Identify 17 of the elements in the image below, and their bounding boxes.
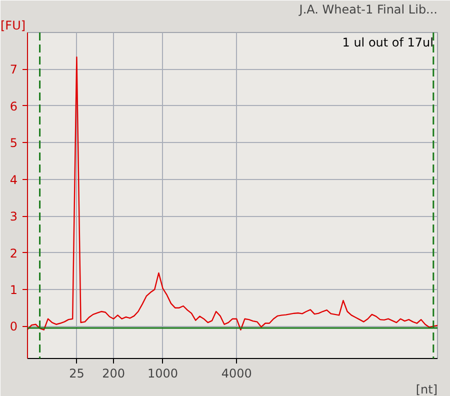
y-tick-label: 0 bbox=[10, 320, 18, 334]
y-tick-label: 4 bbox=[10, 172, 18, 187]
y-tick-label: 2 bbox=[10, 246, 18, 260]
chart-title: J.A. Wheat-1 Final Lib... bbox=[298, 2, 438, 16]
x-axis-title: [nt] bbox=[416, 382, 438, 396]
x-tick-label: 200 bbox=[102, 366, 126, 380]
y-tick-label: 1 bbox=[10, 282, 18, 297]
y-tick-label: 3 bbox=[10, 210, 18, 224]
line-series bbox=[28, 56, 438, 330]
chart-subtitle: 1 ul out of 17ul bbox=[342, 36, 434, 50]
y-tick-label: 6 bbox=[10, 99, 18, 114]
y-tick-label: 5 bbox=[10, 136, 18, 150]
x-tick-label: 25 bbox=[69, 366, 84, 380]
x-tick-label: 4000 bbox=[221, 366, 252, 380]
y-tick-label: 7 bbox=[10, 62, 18, 77]
y-axis-title: [FU] bbox=[0, 18, 26, 32]
x-tick-label: 1000 bbox=[148, 366, 178, 380]
